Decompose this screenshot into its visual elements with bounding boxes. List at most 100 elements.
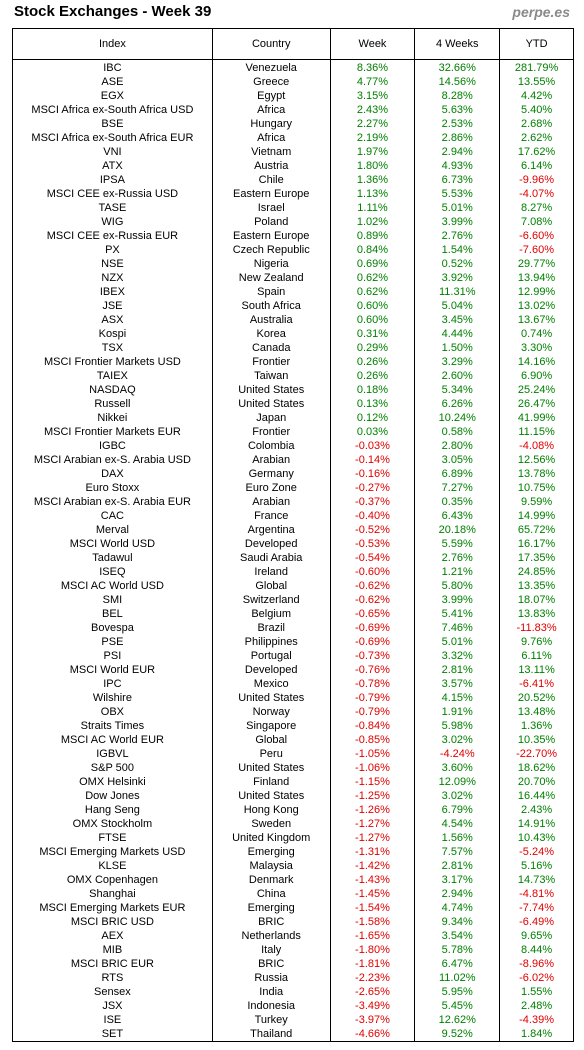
country-cell: Thailand	[211, 1027, 331, 1042]
column-header: Country	[211, 28, 331, 60]
table-row: OMX Helsinki Finland -1.15% 12.09% 20.70%	[12, 775, 574, 789]
value-cell: 5.04%	[414, 299, 501, 313]
value-cell: 3.02%	[414, 789, 501, 803]
table-row: IGBVL Peru -1.05% -4.24% -22.70%	[12, 747, 574, 761]
index-cell: MSCI BRIC USD	[12, 915, 213, 929]
index-cell: CAC	[12, 509, 213, 523]
index-cell: Sensex	[12, 985, 213, 999]
table-row: SMI Switzerland -0.62% 3.99% 18.07%	[12, 593, 574, 607]
country-cell: Mexico	[211, 677, 331, 691]
country-cell: Hungary	[211, 117, 331, 131]
table-row: NZX New Zealand 0.62% 3.92% 13.94%	[12, 271, 574, 285]
table-row: NASDAQ United States 0.18% 5.34% 25.24%	[12, 383, 574, 397]
table-row: JSX Indonesia -3.49% 5.45% 2.48%	[12, 999, 574, 1013]
country-cell: United States	[211, 383, 331, 397]
value-cell: -0.16%	[329, 467, 416, 481]
table-row: OMX Stockholm Sweden -1.27% 4.54% 14.91%	[12, 817, 574, 831]
table-row: ISE Turkey -3.97% 12.62% -4.39%	[12, 1013, 574, 1027]
country-cell: Belgium	[211, 607, 331, 621]
index-cell: ASX	[12, 313, 213, 327]
value-cell: -0.14%	[329, 453, 416, 467]
country-cell: Denmark	[211, 873, 331, 887]
value-cell: -0.27%	[329, 481, 416, 495]
value-cell: 10.24%	[414, 411, 501, 425]
index-cell: DAX	[12, 467, 213, 481]
value-cell: 13.83%	[499, 607, 574, 621]
value-cell: 6.89%	[414, 467, 501, 481]
country-cell: Norway	[211, 705, 331, 719]
table-row: IPSA Chile 1.36% 6.73% -9.96%	[12, 173, 574, 187]
value-cell: 4.54%	[414, 817, 501, 831]
value-cell: -5.24%	[499, 845, 574, 859]
value-cell: 2.62%	[499, 131, 574, 145]
value-cell: 6.90%	[499, 369, 574, 383]
value-cell: 5.80%	[414, 579, 501, 593]
table-row: MSCI World EUR Developed -0.76% 2.81% 13.11%	[12, 663, 574, 677]
value-cell: 0.62%	[329, 271, 416, 285]
value-cell: -0.62%	[329, 579, 416, 593]
table-row: CAC France -0.40% 6.43% 14.99%	[12, 509, 574, 523]
country-cell: Turkey	[211, 1013, 331, 1027]
value-cell: 8.44%	[499, 943, 574, 957]
value-cell: 7.57%	[414, 845, 501, 859]
index-cell: MSCI Frontier Markets EUR	[12, 425, 213, 439]
value-cell: 0.26%	[329, 355, 416, 369]
country-cell: Brazil	[211, 621, 331, 635]
index-cell: ISEQ	[12, 565, 213, 579]
index-cell: OBX	[12, 705, 213, 719]
value-cell: 13.55%	[499, 75, 574, 89]
value-cell: -0.60%	[329, 565, 416, 579]
value-cell: 41.99%	[499, 411, 574, 425]
index-cell: MSCI Arabian ex-S. Arabia EUR	[12, 495, 213, 509]
table-row: VNI Vietnam 1.97% 2.94% 17.62%	[12, 145, 574, 159]
value-cell: 14.91%	[499, 817, 574, 831]
table-row: IPC Mexico -0.78% 3.57% -6.41%	[12, 677, 574, 691]
table-row: IBC Venezuela 8.36% 32.66% 281.79%	[12, 59, 574, 75]
value-cell: 14.73%	[499, 873, 574, 887]
country-cell: Colombia	[211, 439, 331, 453]
index-cell: MSCI Africa ex-South Africa USD	[12, 103, 213, 117]
value-cell: -4.24%	[414, 747, 501, 761]
value-cell: -1.06%	[329, 761, 416, 775]
country-cell: Peru	[211, 747, 331, 761]
value-cell: 1.56%	[414, 831, 501, 845]
index-cell: Euro Stoxx	[12, 481, 213, 495]
country-cell: Switzerland	[211, 593, 331, 607]
value-cell: -4.81%	[499, 887, 574, 901]
index-cell: SET	[12, 1027, 213, 1042]
value-cell: 10.35%	[499, 733, 574, 747]
index-cell: Bovespa	[12, 621, 213, 635]
country-cell: Italy	[211, 943, 331, 957]
value-cell: 2.81%	[414, 859, 501, 873]
index-cell: VNI	[12, 145, 213, 159]
value-cell: -0.52%	[329, 523, 416, 537]
country-cell: Japan	[211, 411, 331, 425]
table-row: Tadawul Saudi Arabia -0.54% 2.76% 17.35%	[12, 551, 574, 565]
table-row: MSCI Frontier Markets USD Frontier 0.26% 3.…	[12, 355, 574, 369]
country-cell: Eastern Europe	[211, 229, 331, 243]
index-cell: MSCI BRIC EUR	[12, 957, 213, 971]
country-cell: Malaysia	[211, 859, 331, 873]
value-cell: 10.43%	[499, 831, 574, 845]
index-cell: ASE	[12, 75, 213, 89]
title: Stock Exchanges - Week 39	[14, 3, 212, 20]
value-cell: -1.42%	[329, 859, 416, 873]
country-cell: Global	[211, 733, 331, 747]
value-cell: 3.02%	[414, 733, 501, 747]
value-cell: 0.58%	[414, 425, 501, 439]
value-cell: 18.07%	[499, 593, 574, 607]
country-cell: Developed	[211, 537, 331, 551]
value-cell: 1.91%	[414, 705, 501, 719]
value-cell: -0.84%	[329, 719, 416, 733]
index-cell: TAIEX	[12, 369, 213, 383]
value-cell: 3.54%	[414, 929, 501, 943]
index-cell: Hang Seng	[12, 803, 213, 817]
value-cell: 26.47%	[499, 397, 574, 411]
value-cell: 0.74%	[499, 327, 574, 341]
table-row: RTS Russia -2.23% 11.02% -6.02%	[12, 971, 574, 985]
index-cell: Tadawul	[12, 551, 213, 565]
value-cell: -3.49%	[329, 999, 416, 1013]
value-cell: 9.76%	[499, 635, 574, 649]
value-cell: 2.76%	[414, 551, 501, 565]
column-header: Week	[329, 28, 416, 60]
